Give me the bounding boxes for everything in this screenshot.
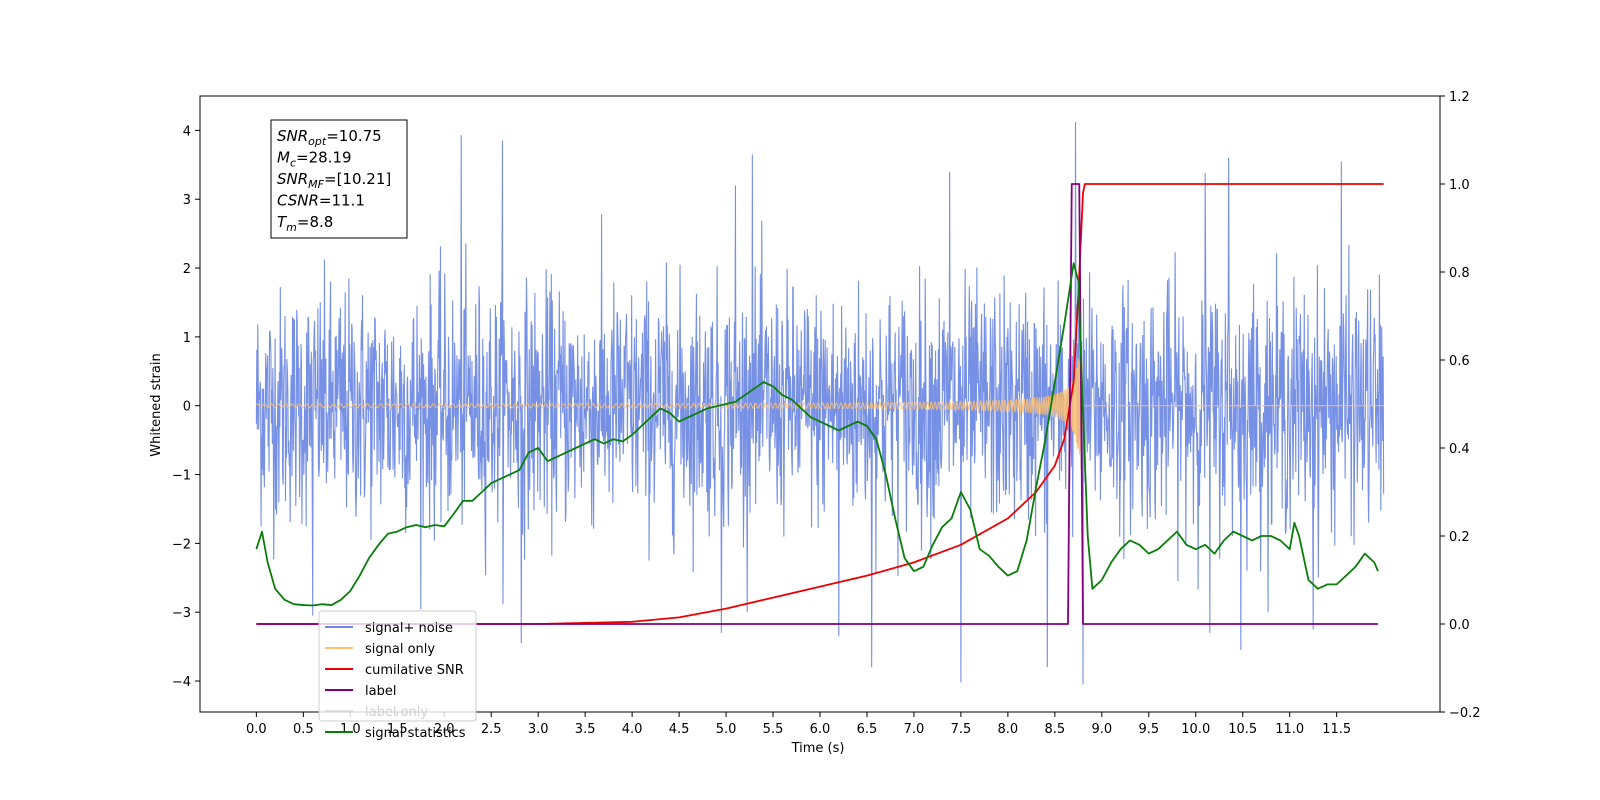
x-tick-label: 10.5	[1228, 722, 1257, 737]
annotation-line: SNRMF=[10.21]	[277, 170, 391, 191]
annotation-subscript: MF	[308, 178, 324, 191]
legend: signal+ noise signal only cumilative SNR la…	[318, 610, 477, 741]
annotation-value: =11.1	[319, 192, 365, 210]
annotation-line: Tm=8.8	[277, 213, 333, 234]
x-tick-label: 8.5	[1045, 722, 1066, 737]
series-label	[256, 183, 1378, 625]
x-tick-label: 0.0	[246, 722, 267, 737]
y-axis-label: Whitened strain	[149, 353, 164, 456]
annotation-subscript: opt	[308, 135, 327, 148]
x-tick-label: 11.0	[1275, 722, 1304, 737]
annotation-line: CSNR=11.1	[277, 192, 365, 210]
y-tick-label: −3	[172, 606, 191, 621]
y2-tick-label: 0.8	[1449, 266, 1470, 281]
x-tick-label: 4.0	[622, 722, 643, 737]
annotation-value: =10.75	[326, 127, 382, 145]
annotation-symbol: M	[277, 149, 290, 167]
y-tick-label: 4	[183, 124, 191, 139]
annotation-line: SNRopt=10.75	[277, 127, 382, 148]
annotation-symbol: CSNR	[277, 192, 319, 210]
annotation-symbol: T	[277, 213, 288, 231]
y-tick-label: −4	[172, 675, 191, 690]
x-tick-label: 5.5	[763, 722, 784, 737]
y-tick-label: −1	[172, 469, 191, 484]
y-axis-ticks: 4 3 2 1 0 −1 −2 −3 −4	[172, 124, 200, 690]
annotation-symbol: SNR	[277, 127, 308, 145]
y2-tick-label: 0.0	[1449, 618, 1470, 633]
series-signal-noise	[255, 122, 1385, 685]
y2-tick-label: 0.2	[1449, 530, 1470, 545]
annotation-value: =28.19	[296, 149, 352, 167]
x-tick-label: 0.5	[293, 722, 314, 737]
x-tick-label: 2.5	[481, 722, 502, 737]
x-tick-label: 8.0	[998, 722, 1019, 737]
y-tick-label: 3	[183, 193, 191, 208]
x-tick-label: 6.0	[810, 722, 831, 737]
y2-tick-label: 1.0	[1449, 178, 1470, 193]
annotation-frame	[270, 119, 408, 239]
stats-annotation-box: SNRopt=10.75Mc=28.19SNRMF=[10.21]CSNR=11…	[270, 119, 408, 239]
legend-label: label	[365, 684, 396, 699]
x-tick-label: 4.5	[669, 722, 690, 737]
x-tick-label: 1.5	[387, 722, 408, 737]
x-tick-label: 11.5	[1322, 722, 1351, 737]
y2-axis-ticks: 1.2 1.0 0.8 0.6 0.4 0.2 0.0 −0.2	[1440, 90, 1481, 721]
x-tick-label: 9.5	[1138, 722, 1159, 737]
y-tick-label: 0	[183, 400, 191, 415]
annotation-symbol: SNR	[277, 170, 308, 188]
y2-tick-label: 0.4	[1449, 442, 1470, 457]
y2-tick-label: 1.2	[1449, 90, 1470, 105]
x-tick-label: 1.0	[340, 722, 361, 737]
annotation-subscript: m	[286, 221, 297, 234]
legend-label: label only	[365, 705, 428, 720]
series-signal-statistics	[255, 262, 1379, 607]
y-tick-label: 2	[183, 262, 191, 277]
legend-label: signal+ noise	[365, 621, 453, 636]
x-tick-label: 7.0	[904, 722, 925, 737]
x-axis-label: Time (s)	[791, 741, 845, 756]
x-tick-label: 9.0	[1091, 722, 1112, 737]
annotation-value: =8.8	[297, 213, 333, 231]
x-tick-label: 7.5	[951, 722, 972, 737]
annotation-subscript: c	[290, 157, 296, 170]
legend-label: signal only	[365, 642, 435, 657]
x-tick-label: 3.5	[575, 722, 596, 737]
legend-label: signal statistics	[365, 726, 466, 741]
y2-tick-label: −0.2	[1449, 706, 1481, 721]
series-signal-only	[255, 355, 1384, 477]
x-tick-label: 2.0	[434, 722, 455, 737]
y-tick-label: −2	[172, 537, 191, 552]
annotation-line: Mc=28.19	[277, 149, 352, 170]
annotation-value: =[10.21]	[324, 170, 391, 188]
x-tick-label: 5.0	[716, 722, 737, 737]
x-tick-label: 3.0	[528, 722, 549, 737]
legend-frame	[318, 610, 477, 722]
legend-label: cumilative SNR	[365, 663, 464, 678]
y2-tick-label: 0.6	[1449, 354, 1470, 369]
x-tick-label: 10.0	[1181, 722, 1210, 737]
x-tick-label: 6.5	[857, 722, 878, 737]
y-tick-label: 1	[183, 331, 191, 346]
plot-series	[255, 122, 1385, 685]
x-axis-ticks: 0.0 0.5 1.0 1.5 2.0 2.5 3.0 3.5 4.0 4.5 5.0 5.5 6.0 6…	[246, 712, 1351, 737]
